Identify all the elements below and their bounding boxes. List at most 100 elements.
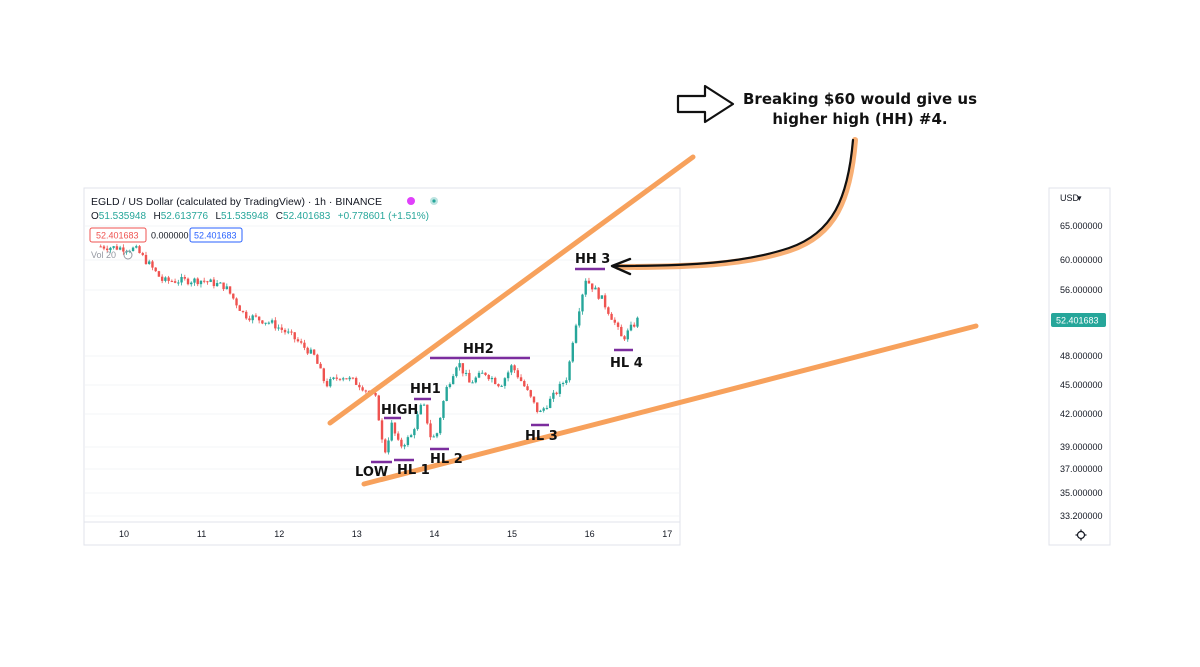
market-status-icon — [407, 197, 415, 205]
lower-trendline[interactable] — [361, 323, 979, 487]
symbol-title[interactable]: EGLD / US Dollar (calculated by TradingV… — [91, 196, 382, 208]
candle-body — [597, 287, 600, 299]
candle-body — [542, 408, 545, 411]
candle-body — [325, 381, 329, 387]
candle-body — [516, 370, 520, 378]
candle-body — [209, 279, 212, 282]
candle-body — [523, 381, 526, 387]
candle-body — [290, 331, 293, 333]
candle-body — [620, 326, 623, 337]
x-tick-label: 12 — [274, 529, 284, 539]
candle-body — [578, 311, 581, 326]
candle-body — [477, 372, 481, 378]
price-axis-panel[interactable] — [1048, 187, 1111, 546]
ohlc-line: O51.535948 H52.613776 L51.535948 C52.401… — [91, 206, 429, 223]
spread-value: 0.000000 — [151, 231, 189, 241]
candle-body — [105, 248, 109, 251]
candle-body — [584, 280, 587, 295]
label-hh3: HH 3 — [575, 252, 610, 267]
callout-curve-highlight — [615, 137, 858, 270]
candle-body — [241, 310, 245, 312]
candle-body — [603, 295, 607, 308]
candle-body — [303, 342, 306, 348]
candle-body — [552, 392, 555, 399]
candle-body — [633, 324, 636, 327]
candle-body — [503, 378, 507, 386]
volume-settings-icon[interactable] — [123, 250, 133, 260]
candle-body — [183, 277, 186, 279]
time-axis[interactable]: 10 11 12 13 14 15 16 17 — [119, 529, 672, 539]
candle-body — [416, 414, 419, 430]
candle-body — [342, 378, 345, 380]
x-tick-label: 10 — [119, 529, 129, 539]
candle-body — [607, 307, 610, 314]
label-high: HIGH — [381, 403, 418, 418]
candle-body — [202, 280, 206, 282]
arrowhead-icon — [610, 257, 632, 276]
candle-body — [264, 322, 267, 324]
candle-body — [196, 278, 199, 285]
candle-body — [219, 282, 222, 284]
candle-body — [600, 295, 604, 299]
candle-body — [539, 410, 542, 412]
bid-price: 52.401683 — [96, 231, 139, 241]
label-hh2: HH2 — [463, 342, 494, 357]
candle-body — [296, 339, 300, 342]
candle-body — [102, 246, 106, 249]
candle-body — [380, 420, 384, 440]
candle-body — [636, 317, 639, 327]
price-axis[interactable]: USD ▾ 65.000000 60.000000 56.000000 48.0000… — [1051, 193, 1106, 541]
candle-body — [432, 436, 435, 438]
candle-body — [299, 341, 303, 343]
label-hl3: HL 3 — [525, 429, 558, 444]
label-hh1: HH1 — [410, 382, 441, 397]
currency-selector[interactable]: USD — [1060, 193, 1080, 203]
current-price-tag — [1051, 313, 1106, 327]
candle-body — [118, 247, 122, 250]
candle-body — [565, 380, 568, 384]
candle-body — [555, 392, 558, 394]
candle-body — [293, 332, 296, 340]
candle-body — [387, 440, 390, 453]
sell-button[interactable] — [89, 227, 147, 243]
current-price-label: 52.401683 — [1056, 316, 1099, 326]
candle-body — [623, 336, 626, 340]
candle-body — [510, 365, 513, 373]
candle-body — [616, 322, 620, 327]
candle-body — [186, 278, 190, 285]
volume-label: Vol 20 — [91, 250, 116, 260]
candle-body — [594, 287, 597, 290]
candle-body — [348, 377, 351, 380]
candle-body — [626, 330, 629, 340]
candle-body — [629, 324, 633, 331]
candle-body — [487, 375, 490, 380]
candle-body — [215, 283, 219, 287]
upper-trendline[interactable] — [327, 154, 696, 426]
candle-body — [238, 305, 241, 311]
candle-body — [587, 280, 591, 284]
candle-body — [277, 327, 280, 329]
candle-body — [157, 271, 161, 277]
candle-body — [374, 392, 377, 396]
candle-body — [536, 402, 539, 412]
y-tick-label: 42.000000 — [1060, 409, 1103, 419]
candle-body — [390, 422, 393, 441]
candle-body — [581, 294, 584, 312]
x-tick-label: 17 — [662, 529, 672, 539]
settings-icon[interactable] — [1075, 529, 1087, 541]
candle-body — [532, 396, 536, 403]
buy-button[interactable] — [189, 227, 243, 243]
candle-body — [526, 386, 529, 391]
ask-price: 52.401683 — [194, 231, 237, 241]
candle-body — [235, 298, 238, 306]
candle-body — [280, 327, 283, 330]
candle-body — [445, 386, 448, 401]
chart-header: EGLD / US Dollar (calculated by TradingV… — [89, 196, 438, 260]
candle-body — [180, 277, 183, 283]
x-tick-label: 13 — [352, 529, 362, 539]
candle-body — [193, 278, 196, 283]
candle-body — [377, 395, 380, 421]
chart-panel[interactable] — [83, 187, 681, 546]
chevron-down-icon[interactable]: ▾ — [1077, 193, 1082, 203]
candle-body — [484, 372, 487, 376]
